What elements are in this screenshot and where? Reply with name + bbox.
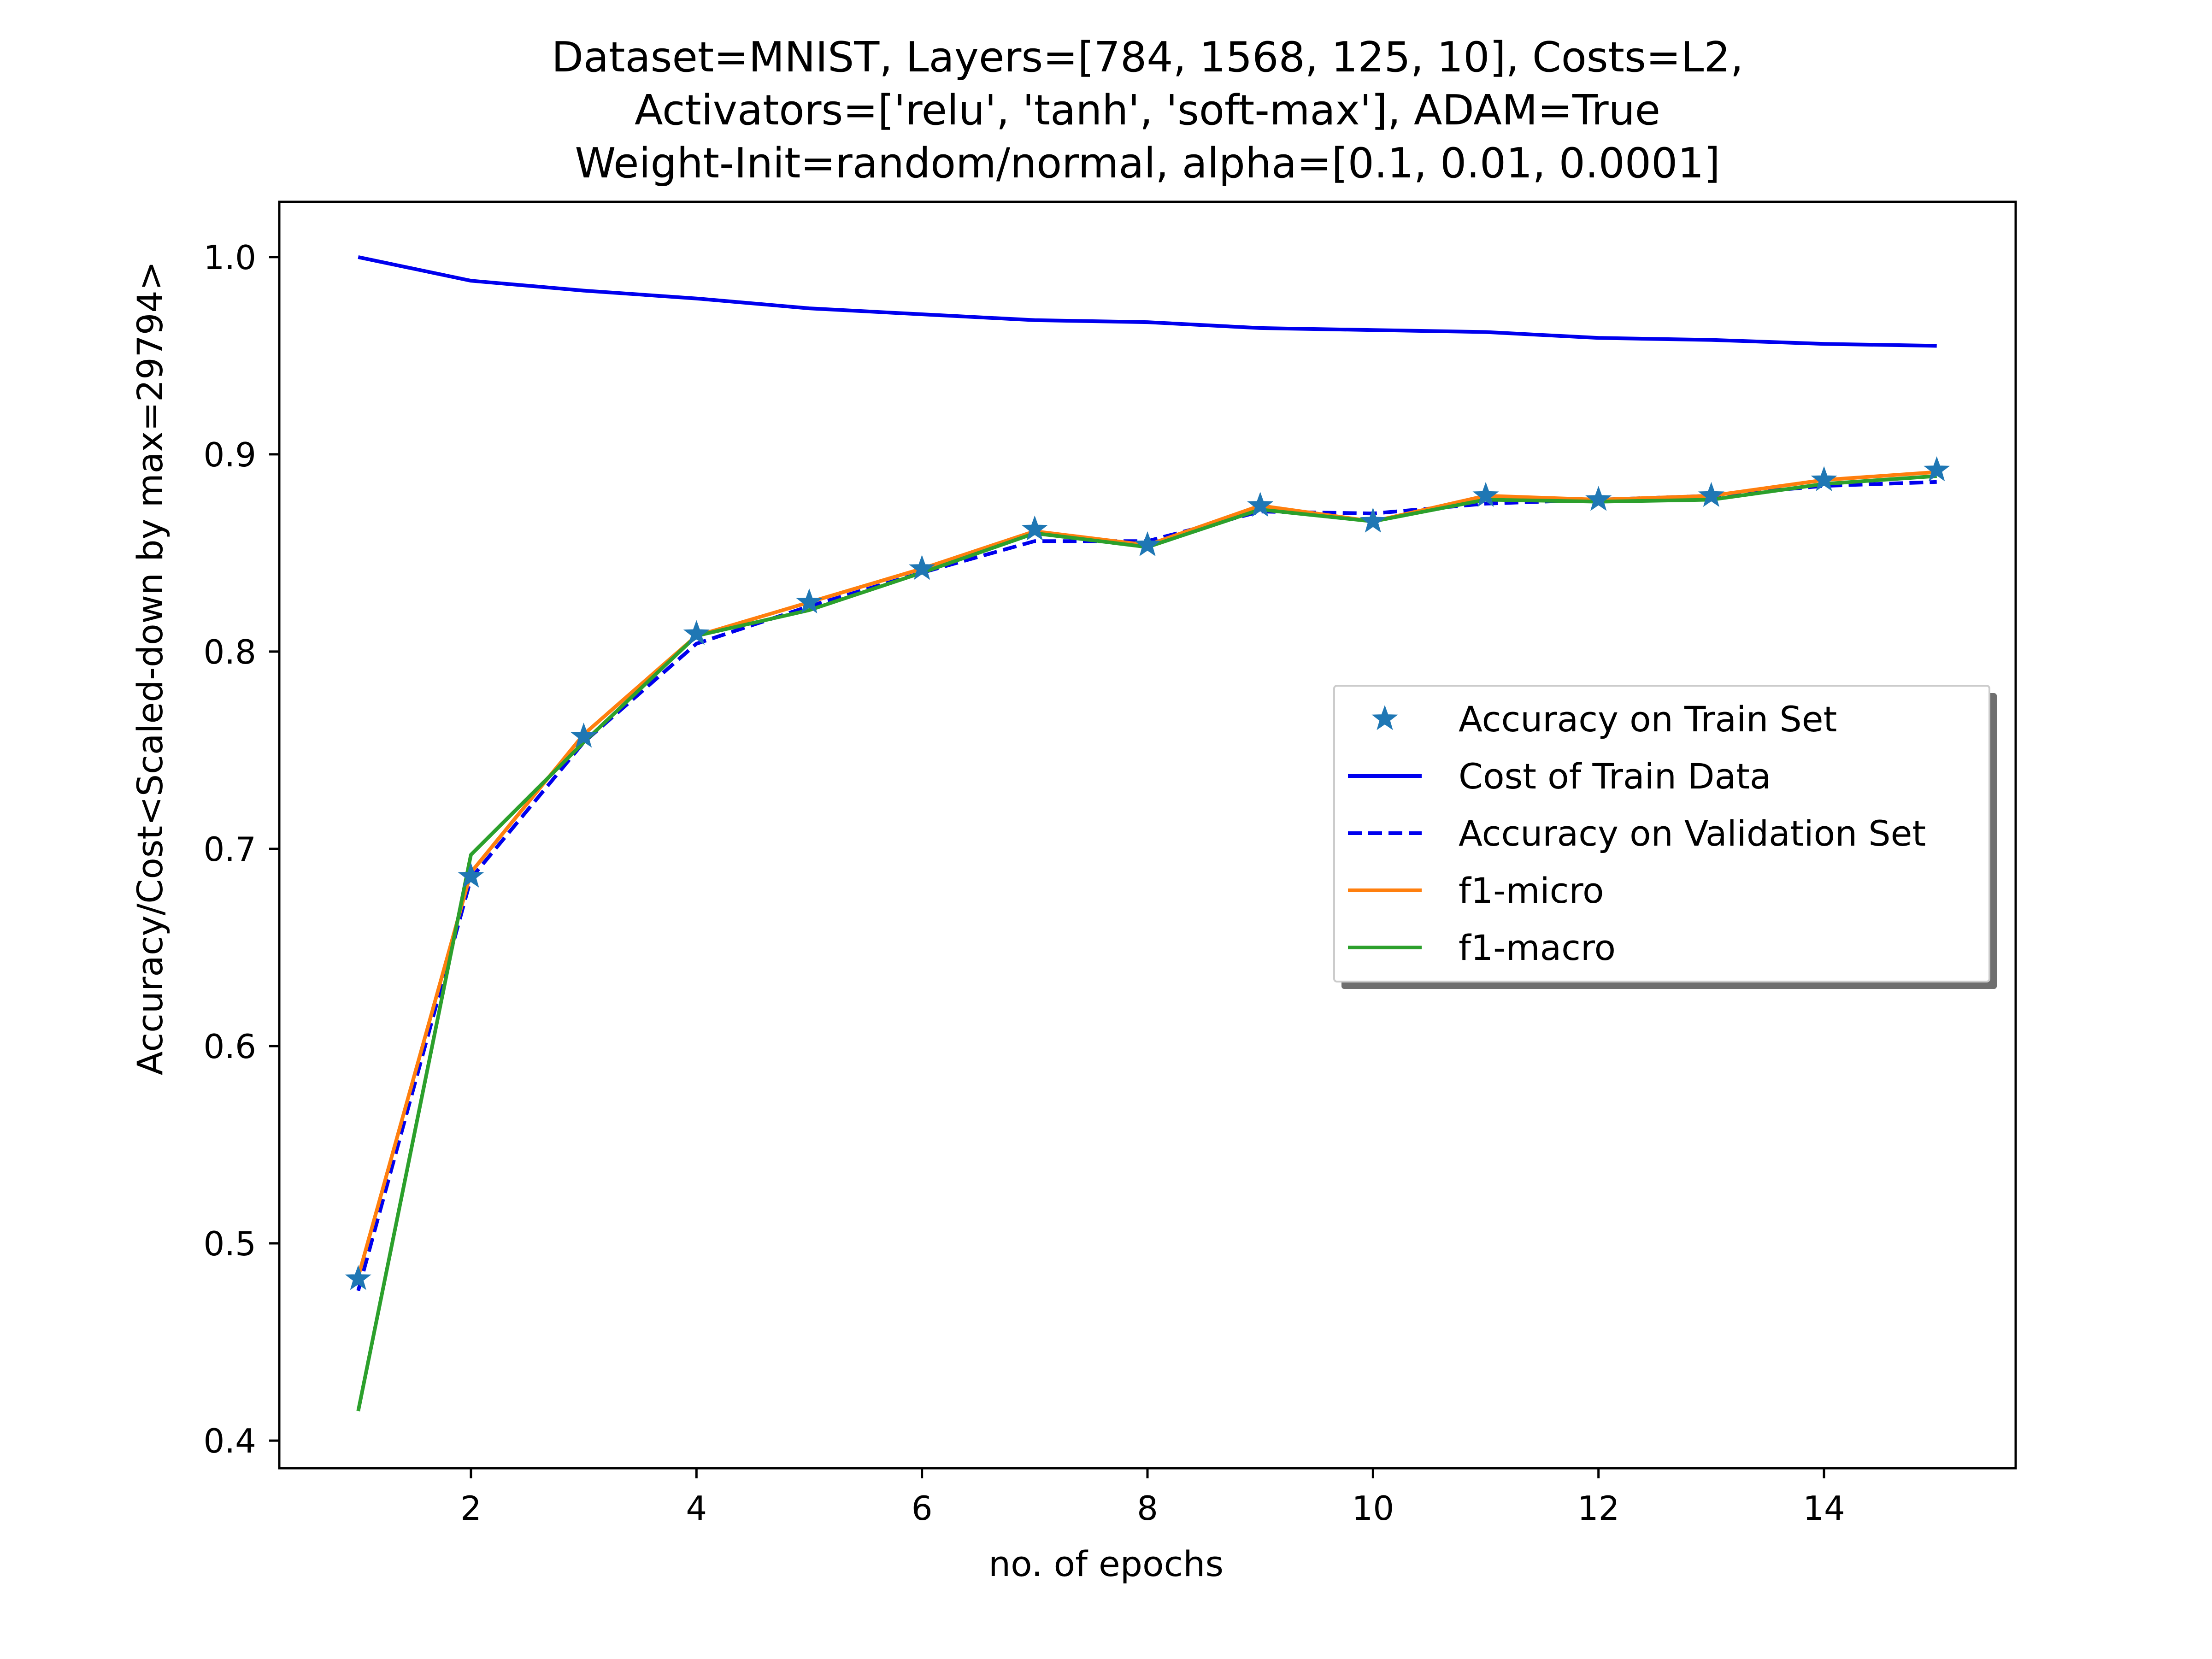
data-point-accuracy-on-train-set — [1585, 486, 1612, 511]
data-point-accuracy-on-train-set — [1811, 466, 1837, 491]
legend-label-accuracy-on-train-set: Accuracy on Train Set — [1459, 699, 1837, 740]
y-axis-ticks: 0.4 0.5 0.6 0.7 0.8 0.9 1.0 — [203, 238, 279, 1460]
chart-title-line: Activators=['relu', 'tanh', 'soft-max'],… — [635, 86, 1660, 135]
legend-box — [1333, 685, 1990, 982]
x-axis-ticks: 2 4 6 8 10 12 14 — [460, 1468, 1845, 1528]
data-point-accuracy-on-train-set — [1247, 492, 1274, 517]
data-point-accuracy-on-train-set — [909, 555, 935, 580]
data-point-accuracy-on-train-set — [1472, 482, 1499, 507]
x-tick-label: 4 — [686, 1489, 707, 1528]
data-point-accuracy-on-train-set — [1924, 456, 1950, 482]
x-tick-label: 8 — [1137, 1489, 1158, 1528]
data-point-accuracy-on-train-set — [458, 862, 484, 888]
y-axis-label: Accuracy/Cost<Scaled-down by max=29794> — [129, 261, 171, 1076]
legend-label-f1-macro: f1-macro — [1459, 927, 1616, 968]
legend-label-accuracy-on-validation-set: Accuracy on Validation Set — [1459, 813, 1926, 854]
y-tick-label: 0.9 — [203, 435, 256, 474]
data-point-accuracy-on-train-set — [1021, 515, 1048, 541]
y-tick-label: 0.8 — [203, 633, 256, 671]
legend-handle-accuracy-on-train-set — [1371, 705, 1398, 730]
data-point-accuracy-on-train-set — [345, 1265, 371, 1290]
chart-title: Dataset=MNIST, Layers=[784, 1568, 125, 1… — [552, 33, 1744, 188]
data-point-accuracy-on-train-set — [796, 588, 823, 614]
chart-title-line: Weight-Init=random/normal, alpha=[0.1, 0… — [575, 139, 1720, 188]
data-point-accuracy-on-train-set — [571, 723, 597, 748]
y-tick-label: 1.0 — [203, 238, 256, 277]
data-point-accuracy-on-train-set — [1359, 507, 1386, 533]
series-line-cost-of-train-data — [358, 255, 1937, 348]
legend-label-f1-micro: f1-micro — [1459, 870, 1604, 911]
chart-title-line: Dataset=MNIST, Layers=[784, 1568, 125, 1… — [552, 33, 1744, 82]
y-tick-label: 0.7 — [203, 830, 256, 869]
x-tick-label: 6 — [912, 1489, 933, 1528]
data-point-accuracy-on-train-set — [1698, 482, 1724, 507]
x-axis-label: no. of epochs — [988, 1543, 1224, 1584]
y-tick-label: 0.5 — [203, 1224, 256, 1263]
y-tick-label: 0.6 — [203, 1027, 256, 1066]
x-tick-label: 14 — [1803, 1489, 1845, 1528]
legend-label-cost-of-train-data: Cost of Train Data — [1459, 756, 1771, 797]
legend: Accuracy on Train Set Cost of Train Data A… — [1333, 685, 1997, 989]
x-tick-label: 2 — [460, 1489, 482, 1528]
x-tick-label: 12 — [1577, 1489, 1620, 1528]
data-point-accuracy-on-train-set — [683, 620, 710, 645]
x-tick-label: 10 — [1352, 1489, 1394, 1528]
data-point-accuracy-on-train-set — [1134, 531, 1161, 556]
y-tick-label: 0.4 — [203, 1422, 256, 1460]
